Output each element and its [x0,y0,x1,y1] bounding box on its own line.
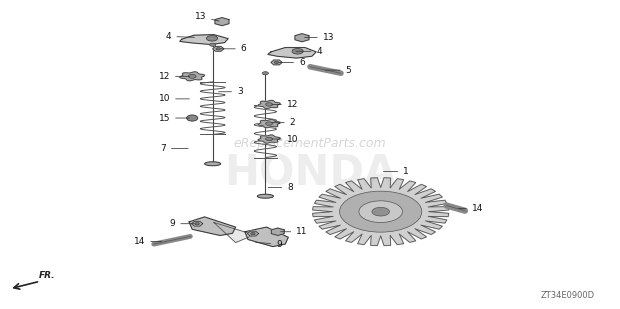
Polygon shape [295,34,309,42]
Text: 1: 1 [383,167,409,176]
Circle shape [340,191,422,232]
Polygon shape [312,178,449,246]
Text: eReplacementParts.com: eReplacementParts.com [234,137,386,150]
Text: 4: 4 [296,47,322,56]
Ellipse shape [187,115,198,121]
Polygon shape [215,18,229,26]
Text: 14: 14 [134,237,162,246]
Circle shape [274,61,279,64]
Text: 4: 4 [166,32,195,41]
Text: 14: 14 [458,204,483,213]
Circle shape [216,48,221,50]
Text: 3: 3 [218,87,243,96]
Polygon shape [247,231,259,236]
Text: 7: 7 [160,144,188,153]
Circle shape [210,43,216,46]
Text: ZT34E0900D: ZT34E0900D [541,291,595,300]
Text: 10: 10 [159,94,190,104]
Polygon shape [213,46,224,51]
Polygon shape [214,222,254,243]
Circle shape [265,103,273,106]
Polygon shape [192,221,203,226]
Text: 5: 5 [325,66,352,75]
Polygon shape [258,100,280,108]
Circle shape [359,201,402,222]
Circle shape [292,49,303,54]
Text: 8: 8 [268,183,293,192]
Text: 12: 12 [272,100,298,109]
Text: 13: 13 [304,32,334,42]
Text: 9: 9 [255,239,282,249]
Ellipse shape [257,194,273,198]
Text: 2: 2 [272,118,296,127]
Text: 9: 9 [169,219,195,228]
Text: 10: 10 [272,134,298,144]
Polygon shape [268,48,316,58]
Circle shape [262,72,268,75]
Text: FR.: FR. [39,271,56,280]
Circle shape [265,137,273,141]
Circle shape [250,232,255,235]
Circle shape [206,36,218,41]
Text: 13: 13 [195,12,219,22]
Polygon shape [271,60,282,65]
Circle shape [265,122,273,125]
Text: 12: 12 [159,72,190,81]
Circle shape [372,207,389,216]
Polygon shape [180,72,205,81]
Text: 6: 6 [279,58,305,67]
Text: 6: 6 [221,44,247,53]
Polygon shape [180,35,228,44]
Polygon shape [245,227,288,247]
Text: 15: 15 [159,113,190,123]
Circle shape [188,74,196,78]
Text: 11: 11 [280,227,308,236]
Text: HONDA: HONDA [224,152,396,194]
Polygon shape [272,228,284,235]
Circle shape [195,222,200,225]
Ellipse shape [205,162,221,166]
Polygon shape [189,217,236,235]
Polygon shape [258,120,280,128]
Polygon shape [258,135,280,143]
